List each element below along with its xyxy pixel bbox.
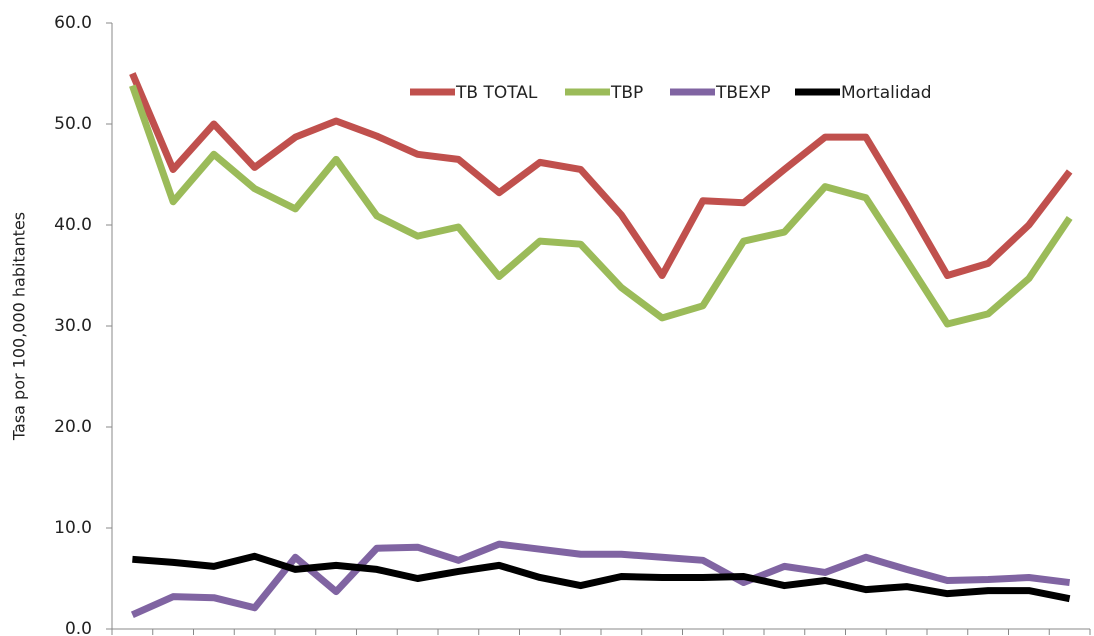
- y-axis-label: Tasa por 100,000 habitantes: [10, 212, 29, 441]
- legend-label: TB TOTAL: [455, 83, 538, 103]
- series-line: [132, 552, 1071, 603]
- legend-label: TBEXP: [715, 83, 771, 103]
- legend-label: TBP: [610, 83, 643, 103]
- series-line: [129, 72, 1073, 279]
- series-line: [129, 84, 1073, 328]
- y-tick-label: 30.0: [54, 316, 92, 336]
- y-tick-label: 60.0: [54, 13, 92, 33]
- y-tick-label: 40.0: [54, 215, 92, 235]
- y-tick-label: 10.0: [54, 518, 92, 538]
- legend-label: Mortalidad: [841, 83, 932, 103]
- y-tick-label: 50.0: [54, 114, 92, 134]
- y-tick-label: 0.0: [65, 619, 92, 636]
- y-tick-label: 20.0: [54, 417, 92, 437]
